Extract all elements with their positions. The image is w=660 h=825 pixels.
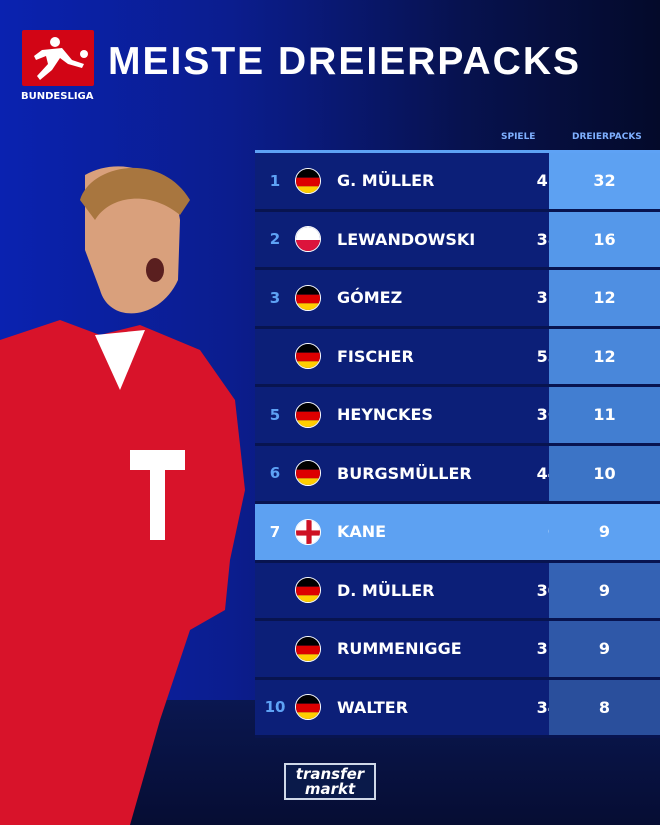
- player-name: D. MÜLLER: [337, 580, 435, 600]
- flag-germany-icon: [295, 694, 321, 721]
- hat-trick-count: 11: [549, 387, 660, 443]
- player-name: FISCHER: [337, 346, 414, 366]
- page-title: MEISTE DREIERPACKS: [108, 40, 581, 83]
- rank: 3: [269, 288, 281, 307]
- rank: 1: [269, 171, 281, 190]
- table-row: 2 LEWANDOWSKI 384 16: [255, 211, 660, 270]
- hat-trick-count: 9: [549, 562, 660, 618]
- flag-germany-icon: [295, 343, 321, 370]
- player-name: KANE: [337, 522, 387, 542]
- bundesliga-logo: [22, 30, 94, 86]
- table-row: FISCHER 535 12: [255, 328, 660, 387]
- table-row: 1 G. MÜLLER 427 32: [255, 153, 660, 212]
- flag-germany-icon: [295, 401, 321, 428]
- flag-germany-icon: [295, 460, 321, 487]
- player-name: GÓMEZ: [337, 288, 403, 308]
- player-name: LEWANDOWSKI: [337, 229, 476, 249]
- hat-trick-count: 10: [549, 445, 660, 501]
- player-name: BURGSMÜLLER: [337, 463, 472, 483]
- flag-germany-icon: [295, 167, 321, 194]
- table-row: 5 HEYNCKES 369 11: [255, 387, 660, 446]
- table-row: 7 KANE 67 9: [255, 504, 660, 563]
- rank: 2: [269, 230, 281, 249]
- hat-trick-count: 9: [549, 621, 660, 677]
- hat-trick-count: 9: [549, 504, 660, 560]
- rank: 7: [269, 522, 281, 541]
- player-name: RUMMENIGGE: [337, 639, 462, 659]
- table-row: D. MÜLLER 303 9: [255, 562, 660, 621]
- table-row: 6 BURGSMÜLLER 447 10: [255, 445, 660, 504]
- flag-england-icon: [295, 518, 321, 545]
- hat-trick-count: 16: [549, 211, 660, 267]
- flag-poland-icon: [295, 226, 321, 253]
- hat-trick-count: 12: [549, 328, 660, 384]
- player-name: WALTER: [337, 697, 409, 717]
- rank: 5: [269, 405, 281, 424]
- hat-trick-count: 32: [549, 153, 660, 209]
- hat-trick-count: 8: [549, 679, 660, 735]
- flag-germany-icon: [295, 577, 321, 604]
- hat-trick-count: 12: [549, 270, 660, 326]
- player-name: G. MÜLLER: [337, 171, 435, 191]
- bundesliga-logo-text: BUNDESLIGA: [21, 91, 94, 102]
- table-row: 10 WALTER 348 8: [255, 679, 660, 738]
- column-header-games: SPIELE: [501, 132, 536, 142]
- rank: 6: [269, 464, 281, 483]
- player-image: [0, 166, 245, 825]
- ranking-table: 1 G. MÜLLER 427 322 LEWANDOWSKI 384 163 …: [255, 150, 660, 738]
- player-name: HEYNCKES: [337, 405, 433, 425]
- table-row: RUMMENIGGE 310 9: [255, 621, 660, 680]
- flag-germany-icon: [295, 635, 321, 662]
- flag-germany-icon: [295, 284, 321, 311]
- transfermarkt-logo: transfer markt: [284, 763, 376, 800]
- column-header-hat-tricks: DREIERPACKS: [572, 132, 642, 142]
- table-row: 3 GÓMEZ 328 12: [255, 270, 660, 329]
- rank: 10: [264, 698, 286, 717]
